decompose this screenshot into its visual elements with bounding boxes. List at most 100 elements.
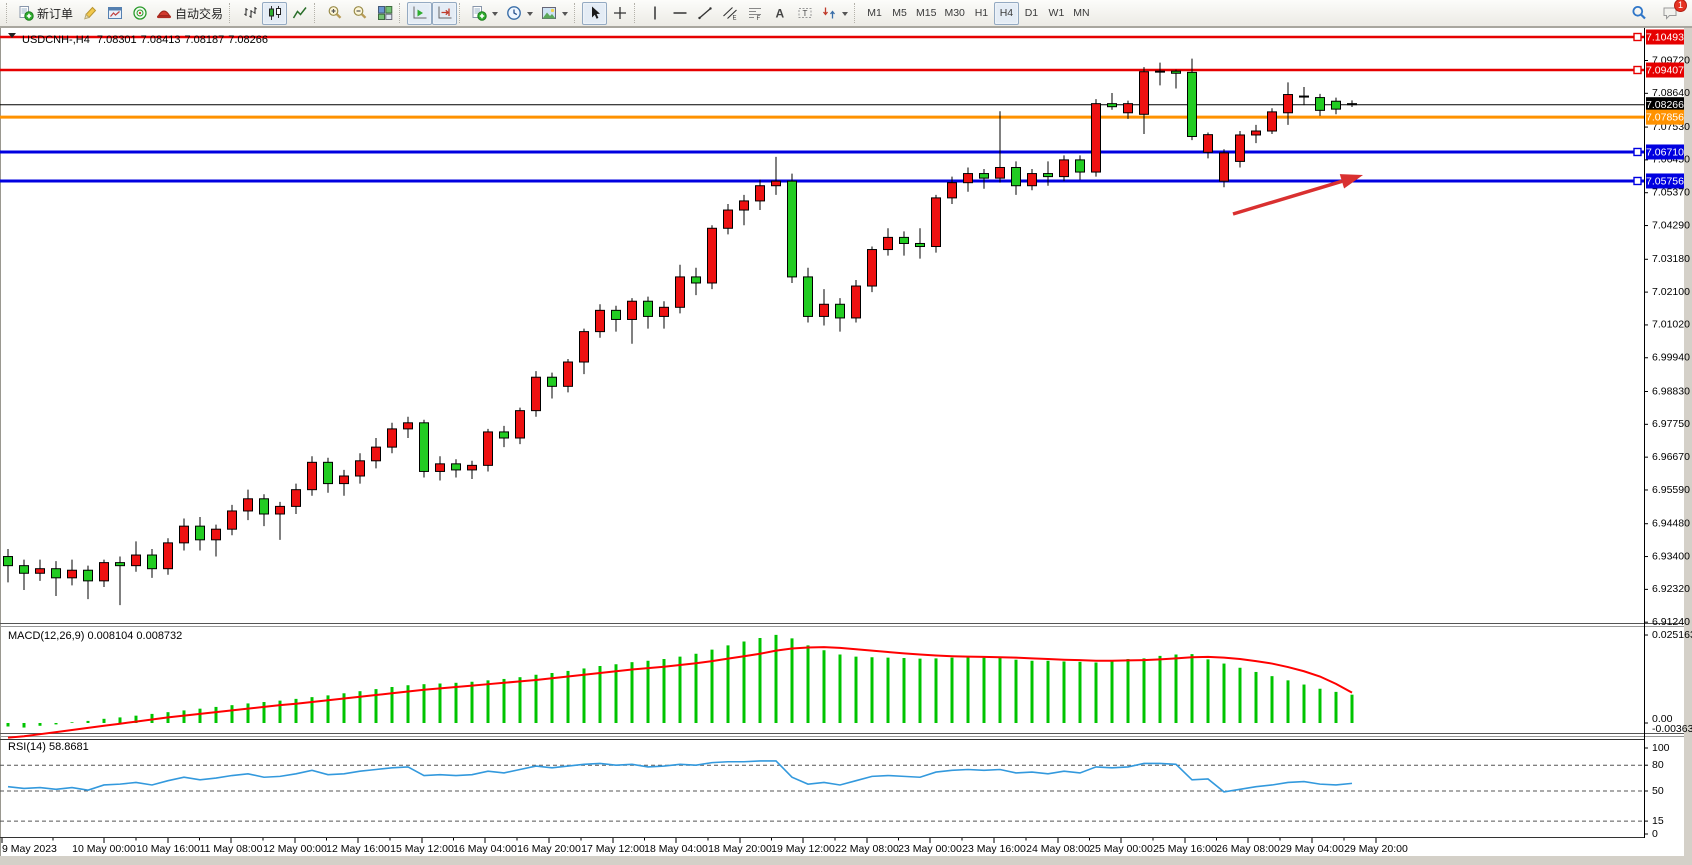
period-w1-button[interactable]: W1	[1044, 2, 1069, 25]
time-tick-label: 23 May 00:00	[898, 843, 962, 855]
candle-body	[1123, 103, 1133, 114]
candle-body	[227, 510, 237, 530]
time-tick-label: 9 May 2023	[2, 843, 57, 855]
zoom-out-button[interactable]	[347, 2, 372, 25]
highlighter-button[interactable]	[77, 2, 102, 25]
period-m30-button[interactable]: M30	[940, 2, 968, 25]
market-watch-button[interactable]	[127, 2, 152, 25]
candle-body	[579, 331, 589, 363]
trendline-button[interactable]	[692, 2, 717, 25]
arrows-button[interactable]	[817, 2, 852, 25]
period-selector-button[interactable]	[502, 2, 537, 25]
price-badge-label: 7.06710	[1646, 146, 1684, 158]
auto-trading-button[interactable]: 自动交易	[152, 2, 227, 25]
chart-canvas[interactable]: 7.097207.086407.075307.064507.053707.042…	[0, 27, 1692, 865]
period-h1-button[interactable]: H1	[969, 2, 994, 25]
candle-body	[1267, 111, 1277, 132]
candle-body	[995, 166, 1005, 179]
hline-handle[interactable]	[1633, 147, 1642, 157]
candle-body	[1059, 159, 1069, 178]
zoom-in-button[interactable]	[322, 2, 347, 25]
price-tick-label: 6.91240	[1652, 616, 1690, 628]
chevron-down-icon[interactable]	[562, 11, 569, 19]
time-tick-label: 19 May 12:00	[771, 843, 835, 855]
rsi-axis-label: 100	[1652, 742, 1670, 754]
time-tick-label: 10 May 16:00	[136, 843, 200, 855]
equidistant-channel-button[interactable]: E	[717, 2, 742, 25]
macd-min-label: -0.003635	[1652, 723, 1692, 735]
toolbar-group-grip	[314, 3, 319, 23]
line-chart-mode-button[interactable]	[287, 2, 312, 25]
candle-body	[931, 197, 941, 248]
period-m5-button[interactable]: M5	[887, 2, 912, 25]
hline-handle[interactable]	[1633, 65, 1642, 75]
candle-body	[947, 182, 957, 199]
new-order-label: 新订单	[37, 6, 74, 21]
candle-body	[707, 227, 717, 284]
fibonacci-icon: F	[748, 8, 761, 21]
chevron-down-icon[interactable]	[492, 11, 499, 19]
horizontal-line-button[interactable]	[667, 2, 692, 25]
candle-body	[851, 285, 861, 319]
candle-body	[291, 489, 301, 507]
new-order-button[interactable]: 新订单	[14, 2, 77, 25]
candle-body	[771, 180, 781, 187]
chevron-down-icon[interactable]	[842, 11, 849, 19]
text-label-button[interactable]: T	[792, 2, 817, 25]
candle-body	[1171, 70, 1181, 74]
time-tick-label: 29 May 04:00	[1280, 843, 1344, 855]
price-axis[interactable]: 7.097207.086407.075307.064507.053707.042…	[1644, 28, 1690, 838]
cursor-button[interactable]	[582, 1, 608, 25]
period-h4-button[interactable]: H4	[993, 1, 1019, 25]
crosshair-button[interactable]	[607, 2, 632, 25]
time-axis[interactable]: 9 May 2023 10 May 00:00 10 May 16:00 11 May…	[1, 838, 1408, 855]
candle-body	[915, 242, 925, 248]
chart-shift-button[interactable]	[432, 1, 458, 25]
period-m1-button[interactable]: M1	[862, 2, 887, 25]
rsi-line	[7, 760, 1353, 793]
price-tick-label: 7.04290	[1652, 219, 1690, 231]
period-mn-button[interactable]: MN	[1069, 2, 1094, 25]
search-button[interactable]	[1626, 2, 1651, 25]
candle-body	[163, 542, 173, 570]
period-d1-label: D1	[1024, 7, 1039, 19]
period-m15-button[interactable]: M15	[912, 2, 940, 25]
hline-handle[interactable]	[1633, 176, 1642, 186]
hat-icon	[157, 10, 172, 19]
chevron-down-icon[interactable]	[527, 11, 534, 19]
line-chart-icon	[292, 7, 307, 19]
svg-text:F: F	[756, 16, 760, 21]
new-chart-window-button[interactable]	[102, 2, 127, 25]
template-selector-button[interactable]	[537, 2, 572, 25]
tile-windows-button[interactable]	[372, 2, 397, 25]
time-tick-label: 11 May 08:00	[200, 843, 263, 855]
candle-body	[67, 569, 77, 579]
svg-text:T: T	[802, 9, 807, 18]
add-indicator-button[interactable]	[467, 2, 502, 25]
candle-body	[531, 376, 541, 412]
radar-icon	[132, 6, 147, 20]
toolbar: 新订单 自动交易 E F A T M1 M5 M15 M30 H1 H4 D1 W1 MN 1	[0, 0, 1692, 27]
zoom-in-icon	[328, 6, 341, 19]
hline-handle[interactable]	[1633, 32, 1642, 42]
toolbar-group-grip	[459, 3, 464, 23]
auto-scroll-button[interactable]	[407, 1, 433, 25]
candle-body	[1347, 103, 1357, 106]
period-d1-button[interactable]: D1	[1019, 2, 1044, 25]
text-button[interactable]: A	[767, 2, 792, 25]
channel-icon: E	[722, 7, 737, 21]
time-tick-label: 24 May 08:00	[1026, 843, 1090, 855]
candlestick-mode-button[interactable]	[262, 1, 288, 25]
candle-body	[1027, 173, 1037, 187]
trend-arrow[interactable]	[1232, 174, 1363, 216]
price-tick-label: 7.03180	[1652, 253, 1690, 265]
vertical-line-button[interactable]	[642, 2, 667, 25]
fibonacci-button[interactable]: F	[742, 2, 767, 25]
bar-chart-mode-button[interactable]	[237, 2, 262, 25]
period-m1-label: M1	[867, 7, 882, 19]
candle-body	[243, 498, 253, 512]
notifications-button[interactable]: 1	[1657, 0, 1687, 25]
chart-shift-icon	[438, 6, 452, 19]
symbol-dropdown-caret[interactable]	[8, 33, 16, 42]
price-badge-7.07856	[1646, 109, 1684, 125]
